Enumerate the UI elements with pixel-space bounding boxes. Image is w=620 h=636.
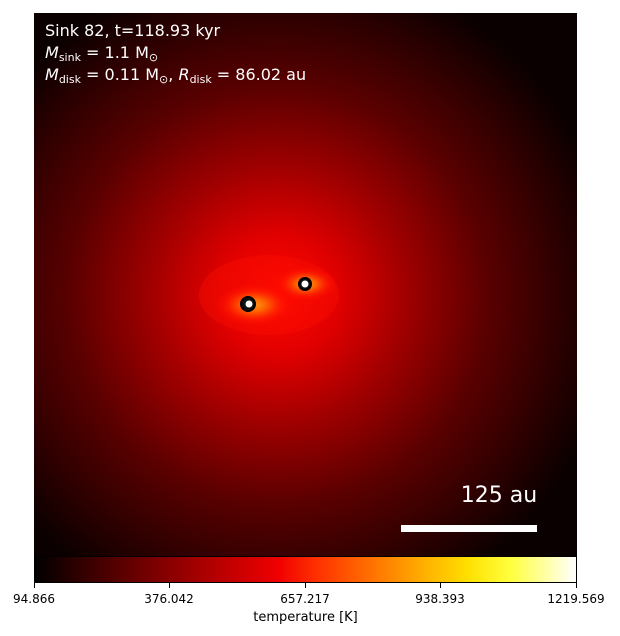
sink-markers (240, 277, 312, 312)
colorbar (34, 556, 577, 583)
disk-radius-symbol: R (178, 65, 190, 84)
colorbar-tick-label: 938.393 (415, 592, 465, 606)
sink-mass-value: = 1.1 M (80, 43, 149, 62)
disk-mass-sun-symbol: ⊙ (159, 73, 169, 86)
disk-radius-subscript: disk (189, 73, 212, 86)
colorbar-tick-label: 376.042 (144, 592, 194, 606)
sink-mass-symbol: M (45, 43, 59, 62)
sink-mass: Msink = 1.1 M⊙ (45, 42, 158, 69)
colorbar-tick-4 (440, 583, 441, 588)
colorbar-tick-1 (34, 583, 35, 588)
colorbar-tick-2 (169, 583, 170, 588)
sink-mass-sun-symbol: ⊙ (148, 51, 159, 64)
temperature-map: Sink 82, t=118.93 kyr Msink = 1.1 M⊙ Mdi… (34, 13, 577, 556)
colorbar-tick-label: 1219.569 (547, 592, 605, 606)
colorbar-tick-5 (576, 583, 577, 588)
scale-bar-label: 125 au (460, 483, 538, 508)
sink-marker-1-core (245, 300, 253, 308)
sink-title: Sink 82, t=118.93 kyr (45, 20, 220, 42)
colorbar-label: temperature [K] (253, 610, 358, 625)
colorbar-tick-3 (305, 583, 306, 588)
disk-mass-symbol: M (45, 65, 59, 84)
colorbar-tick-label: 94.866 (13, 592, 55, 606)
sink-marker-2-core (301, 280, 309, 288)
scale-bar (401, 525, 537, 532)
sink-title-text: Sink 82, t=118.93 kyr (45, 21, 221, 40)
disk-properties: Mdisk = 0.11 M⊙, Rdisk = 86.02 au (45, 65, 307, 86)
colorbar-tick-label: 657.217 (280, 592, 330, 606)
sink-mass-subscript: sink (58, 51, 81, 64)
disk-mass-value: = 0.11 M (80, 65, 160, 84)
disk-mass-subscript: disk (58, 73, 81, 86)
disk-radius-value: = 86.02 au (211, 65, 307, 84)
